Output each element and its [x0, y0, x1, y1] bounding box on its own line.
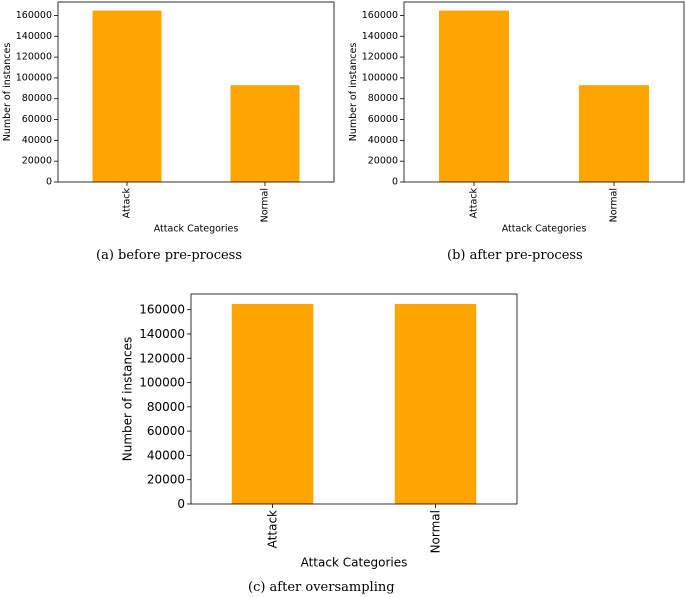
x-tick-label-normal: Normal	[429, 510, 443, 553]
y-tick-label: 100000	[16, 72, 52, 83]
y-tick-label: 60000	[22, 114, 52, 125]
x-axis-label: Attack Categories	[301, 555, 408, 569]
x-axis-label: Attack Categories	[154, 223, 239, 234]
plot-frame	[403, 1, 685, 183]
bar-attack	[439, 10, 509, 183]
y-tick-label: 60000	[147, 424, 185, 438]
y-tick-label: 100000	[139, 376, 185, 390]
caption-c: (c) after oversampling	[248, 580, 395, 595]
y-tick-label: 120000	[139, 351, 185, 365]
y-tick-label: 40000	[368, 135, 398, 146]
x-axis-label: Attack Categories	[502, 223, 587, 234]
y-tick-label: 40000	[147, 448, 185, 462]
bar-attack	[231, 303, 314, 504]
y-axis-label: Number of instances	[348, 43, 359, 142]
y-tick-label: 140000	[362, 31, 398, 42]
y-tick-label: 20000	[147, 473, 185, 487]
y-tick-label: 160000	[362, 10, 398, 21]
y-axis-label: Number of instances	[2, 43, 13, 142]
y-tick-label: 80000	[368, 93, 398, 104]
y-tick-label: 40000	[22, 135, 52, 146]
y-tick-label: 0	[177, 497, 185, 511]
plot-frame	[190, 293, 518, 505]
y-tick-label: 0	[46, 177, 52, 188]
bar-normal	[579, 85, 649, 182]
y-tick-label: 60000	[368, 114, 398, 125]
x-tick-label-attack: Attack	[266, 510, 280, 548]
caption-a: (a) before pre-process	[96, 248, 243, 263]
x-tick-label-normal: Normal	[609, 188, 620, 222]
y-tick-label: 80000	[22, 93, 52, 104]
bar-normal	[230, 85, 300, 182]
y-tick-label: 80000	[147, 400, 185, 414]
x-tick-label-attack: Attack	[122, 188, 133, 219]
y-tick-label: 120000	[362, 52, 398, 63]
y-tick-label: 100000	[362, 72, 398, 83]
bar-attack	[92, 10, 162, 183]
bar-normal	[394, 303, 477, 504]
caption-b: (b) after pre-process	[447, 248, 583, 263]
y-tick-label: 140000	[16, 31, 52, 42]
x-tick-label-normal: Normal	[260, 188, 271, 222]
y-axis-label: Number of instances	[120, 337, 134, 462]
x-tick-label-attack: Attack	[469, 188, 480, 219]
plot-frame	[57, 1, 335, 183]
y-tick-label: 140000	[139, 327, 185, 341]
y-tick-label: 160000	[16, 10, 52, 21]
y-tick-label: 160000	[139, 303, 185, 317]
y-tick-label: 20000	[22, 156, 52, 167]
y-tick-label: 20000	[368, 156, 398, 167]
y-tick-label: 120000	[16, 52, 52, 63]
y-tick-label: 0	[392, 177, 398, 188]
